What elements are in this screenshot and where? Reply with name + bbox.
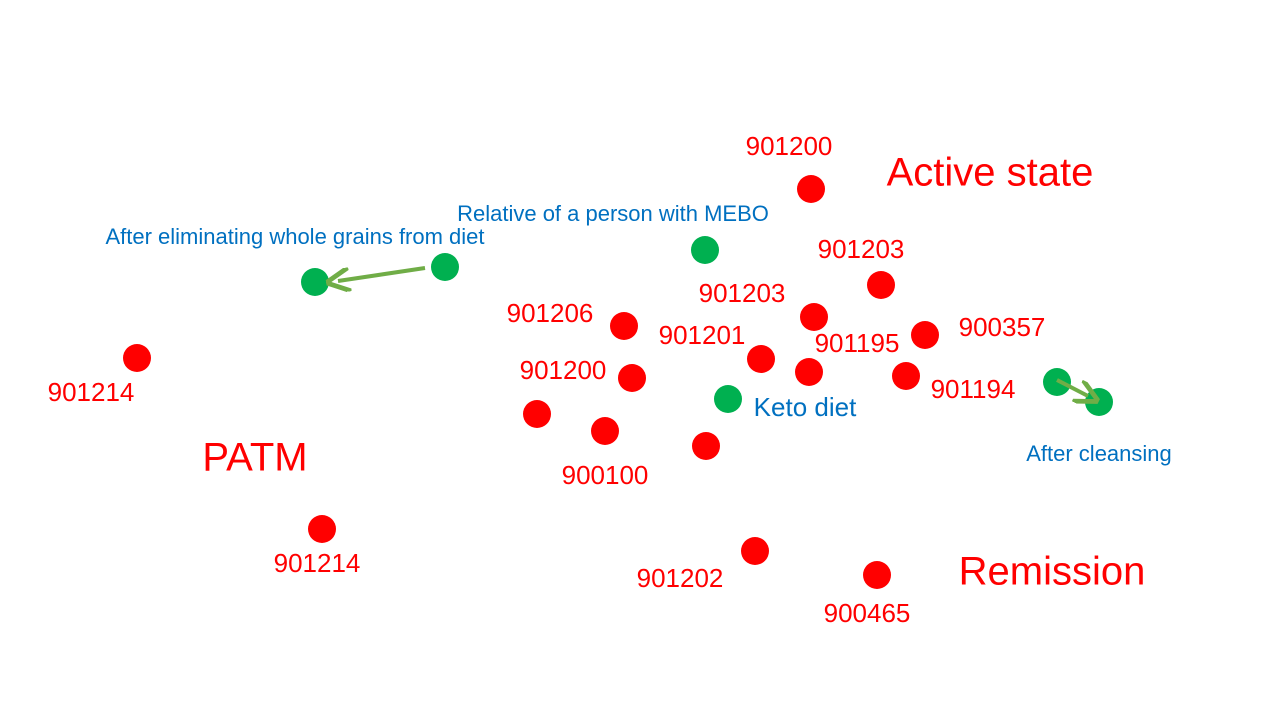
sample-dot	[523, 400, 551, 428]
arrow	[338, 266, 426, 281]
sample-dot	[867, 271, 895, 299]
sample-label: 901194	[931, 374, 1016, 404]
sample-dot	[741, 537, 769, 565]
sample-dot	[610, 312, 638, 340]
sample-label: 901206	[507, 298, 594, 328]
sample-label: 901214	[48, 377, 135, 407]
sample-dot	[618, 364, 646, 392]
sample-dot	[308, 515, 336, 543]
annotation-label: After cleansing	[1026, 441, 1172, 466]
annotation-label: Keto diet	[754, 392, 857, 422]
sample-dot	[795, 358, 823, 386]
annotation-label: Relative of a person with MEBO	[457, 201, 769, 226]
sample-dot	[591, 417, 619, 445]
sample-dot	[692, 432, 720, 460]
arrow	[1056, 378, 1088, 396]
sample-dot	[863, 561, 891, 589]
sample-label: 901214	[274, 548, 361, 578]
annotation-dot	[1085, 388, 1113, 416]
sample-dot	[797, 175, 825, 203]
red-dots	[123, 175, 939, 589]
sample-label: 901201	[659, 320, 746, 350]
sample-dot	[892, 362, 920, 390]
sample-label: 901200	[520, 355, 607, 385]
annotation-label: After eliminating whole grains from diet	[105, 224, 484, 249]
sample-label: 901203	[818, 234, 905, 264]
sample-label: 901203	[699, 278, 786, 308]
sample-label: 900465	[824, 598, 911, 628]
sample-label: 900100	[562, 460, 649, 490]
region-label: Active state	[887, 151, 1094, 195]
sample-label: 901202	[637, 563, 724, 593]
sample-label: 901195	[815, 328, 900, 358]
region-label: Remission	[959, 550, 1146, 594]
region-label: PATM	[202, 436, 307, 480]
sample-dot	[747, 345, 775, 373]
sample-dot	[123, 344, 151, 372]
sample-dot	[911, 321, 939, 349]
annotation-dot	[431, 253, 459, 281]
annotation-dot	[714, 385, 742, 413]
sample-dot	[800, 303, 828, 331]
annotation-dot	[691, 236, 719, 264]
sample-label: 900357	[959, 312, 1046, 342]
annotation-dot	[301, 268, 329, 296]
sample-label: 901200	[746, 131, 833, 161]
